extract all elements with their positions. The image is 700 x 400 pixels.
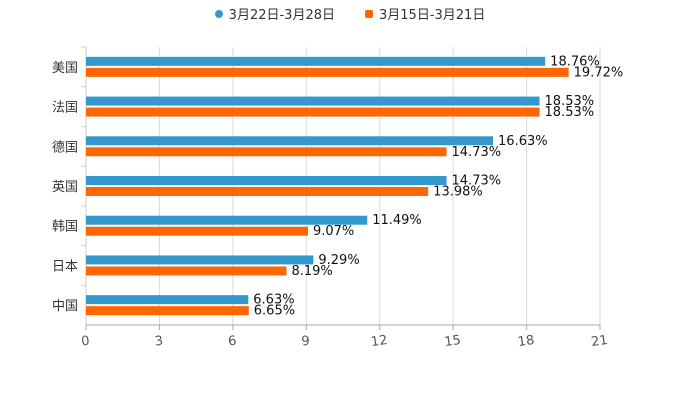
data-label-2: 9.07% — [313, 224, 354, 239]
bar-2 — [86, 266, 287, 276]
bar-2 — [86, 306, 249, 316]
y-tick-label: 韩国 — [52, 220, 78, 235]
bar-1 — [86, 295, 249, 305]
legend-label-series-2: 3月15日-3月21日 — [379, 8, 486, 23]
data-label-1: 18.76% — [550, 54, 600, 69]
data-label-2: 8.19% — [291, 264, 332, 279]
data-label-1: 14.73% — [452, 174, 502, 189]
x-tick-label: 9 — [301, 334, 311, 350]
legend: 3月22日-3月28日 3月15日-3月21日 — [0, 4, 700, 23]
x-tick-label: 21 — [590, 333, 608, 350]
x-tick-label: 12 — [370, 333, 388, 350]
bar-1 — [86, 176, 447, 185]
bar-2 — [86, 107, 540, 117]
data-label-2: 6.65% — [254, 304, 295, 319]
data-label-2: 13.98% — [433, 185, 483, 200]
y-tick-label: 英国 — [52, 180, 78, 195]
x-tick-label: 0 — [80, 334, 90, 350]
bar-2 — [86, 67, 569, 77]
bar-2 — [86, 147, 447, 157]
x-tick-label: 15 — [443, 333, 461, 350]
bar-1 — [86, 96, 540, 106]
x-tick-label: 6 — [227, 334, 237, 350]
y-tick-label: 日本 — [52, 259, 78, 274]
data-label-1: 16.63% — [498, 134, 548, 149]
legend-item-series-2[interactable]: 3月15日-3月21日 — [365, 4, 485, 23]
y-tick-label: 中国 — [52, 299, 78, 314]
bar-1 — [86, 56, 546, 66]
y-tick-label: 美国 — [52, 61, 78, 76]
data-label-2: 19.72% — [574, 65, 624, 80]
y-tick-label: 法国 — [52, 101, 78, 116]
data-label-1: 6.63% — [253, 293, 294, 308]
bar-1 — [86, 215, 368, 225]
data-label-2: 18.53% — [545, 105, 595, 120]
bar-1 — [86, 255, 314, 265]
legend-label-series-1: 3月22日-3月28日 — [228, 8, 335, 23]
bar-2 — [86, 187, 429, 196]
x-tick-label: 18 — [517, 333, 535, 350]
bar-1 — [86, 136, 494, 146]
bar-2 — [86, 226, 308, 236]
legend-item-series-1[interactable]: 3月22日-3月28日 — [214, 4, 335, 23]
data-label-1: 9.29% — [318, 253, 359, 268]
data-label-1: 11.49% — [372, 213, 422, 228]
y-tick-label: 德国 — [52, 140, 78, 155]
legend-marker-series-1 — [214, 9, 223, 18]
data-label-1: 18.53% — [545, 94, 595, 109]
x-tick-label: 3 — [154, 334, 164, 350]
data-label-2: 14.73% — [452, 145, 502, 160]
legend-marker-series-2 — [365, 9, 373, 18]
